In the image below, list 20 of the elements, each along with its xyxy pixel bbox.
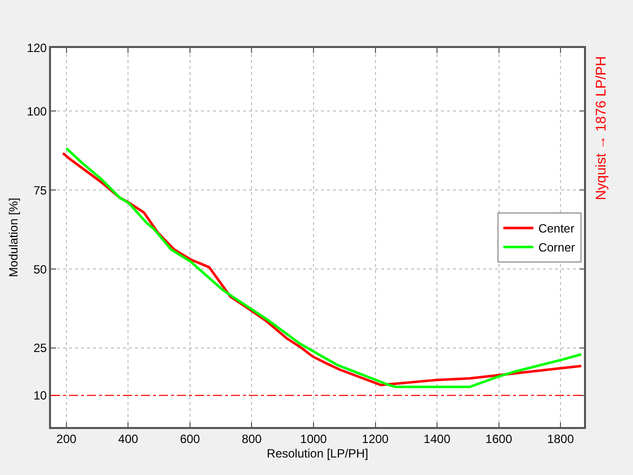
- y-tick-label: 120: [26, 41, 48, 56]
- y-tick-label: 25: [33, 341, 48, 356]
- x-tick-label: 1000: [300, 432, 328, 446]
- x-tick-label: 600: [180, 432, 200, 446]
- y-tick-label: 10: [33, 388, 48, 403]
- x-tick-label: 1600: [485, 432, 512, 446]
- legend-label: Center: [538, 222, 574, 236]
- text: Nyquist → 1876 LP/PH: [592, 56, 609, 200]
- x-tick-label: 800: [242, 432, 262, 446]
- y-tick-label: 75: [33, 183, 48, 198]
- y-axis-title: Modulation [%]: [6, 198, 21, 278]
- x-tick-label: 1800: [547, 432, 574, 446]
- y-tick-label: 100: [26, 104, 48, 118]
- x-tick-label: 400: [118, 432, 139, 446]
- x-tick-label: 200: [56, 432, 77, 446]
- x-axis-title: Resolution [LP/PH]: [266, 446, 368, 461]
- x-tick-label: 1400: [424, 432, 451, 446]
- x-tick-label: 1200: [362, 432, 389, 446]
- y-tick-label: 50: [33, 262, 48, 276]
- legend-label: Corner: [538, 240, 576, 255]
